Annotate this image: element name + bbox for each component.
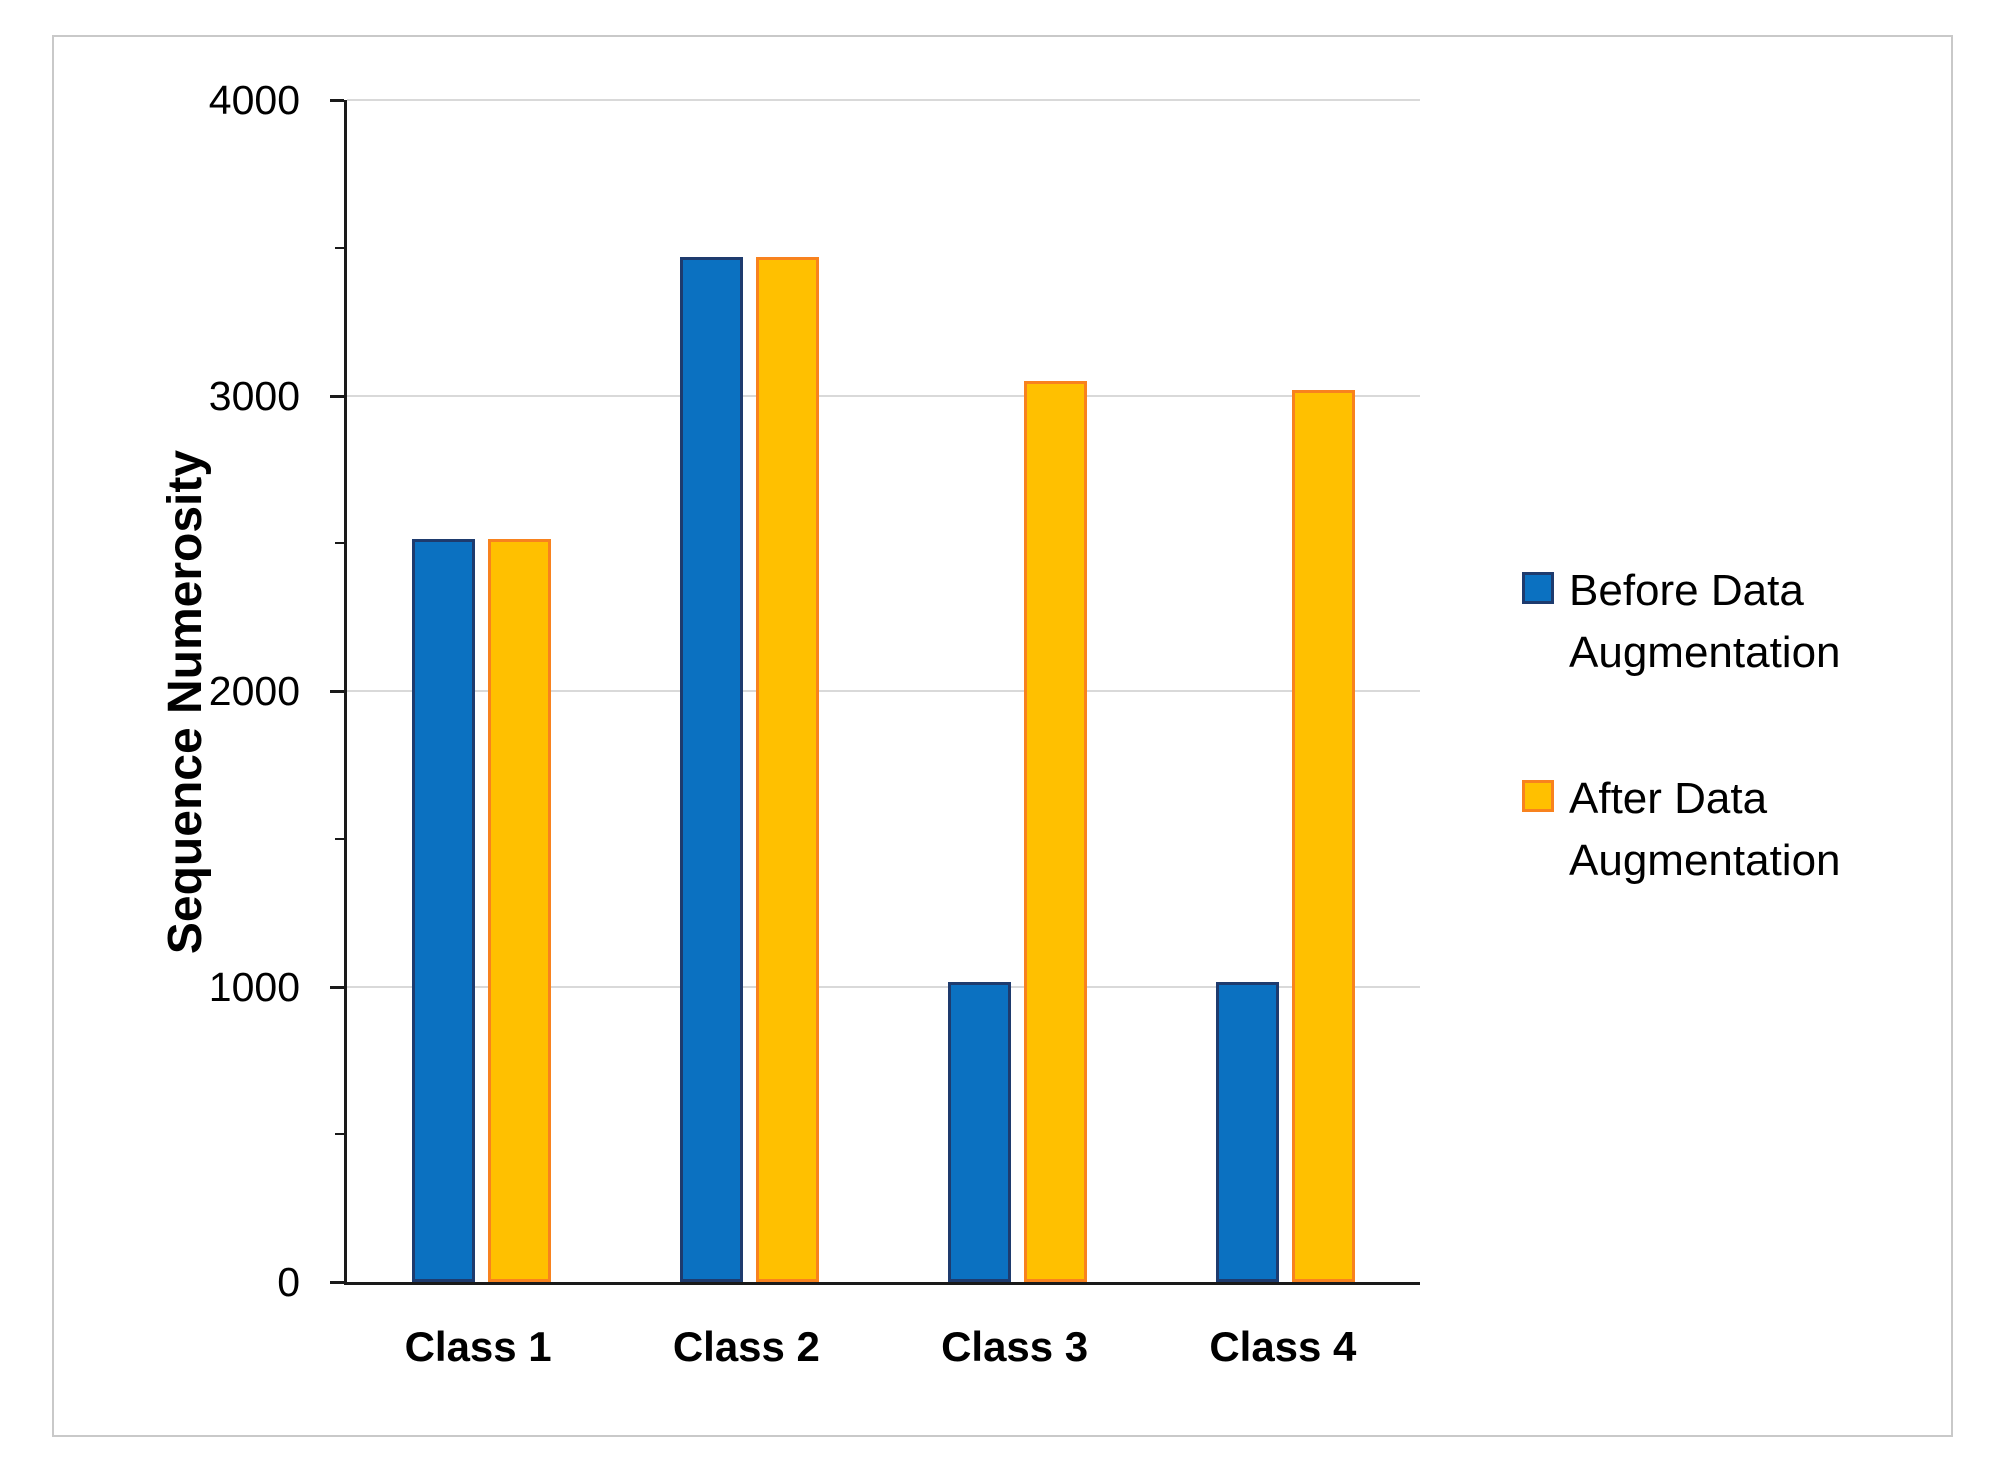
gridline-2000	[347, 690, 1420, 692]
x-axis-label-class-1: Class 1	[404, 1323, 552, 1370]
y-minor-tick-3500	[335, 246, 344, 249]
x-axis-label-class-4: Class 4	[1209, 1323, 1357, 1370]
bar-before-class-2	[679, 257, 743, 1282]
bar-before-class-3	[948, 982, 1012, 1282]
bar-after-class-4	[1292, 390, 1356, 1282]
bar-after-class-2	[755, 257, 819, 1282]
y-minor-tick-2500	[335, 542, 344, 545]
x-axis-label-class-2: Class 2	[672, 1323, 820, 1370]
bar-group-class-1	[347, 100, 615, 1282]
gridline-4000	[347, 99, 1420, 101]
y-major-tick-4000	[330, 99, 344, 102]
bar-group-class-4	[1152, 100, 1420, 1282]
y-minor-tick-500	[335, 1133, 344, 1136]
y-tick-label-1000: 1000	[208, 963, 300, 1010]
bar-after-class-1	[487, 539, 551, 1282]
y-tick-label-0: 0	[277, 1259, 300, 1305]
legend-label-before-data-augmentation: Before Data Augmentation	[1569, 566, 1841, 677]
y-major-tick-1000	[330, 985, 344, 989]
y-major-tick-2000	[330, 690, 344, 693]
bar-group-class-2	[615, 100, 883, 1282]
bar-group-class-3	[884, 100, 1152, 1282]
y-major-tick-0	[330, 1281, 344, 1284]
gridline-3000	[347, 394, 1420, 397]
bar-after-class-3	[1024, 381, 1088, 1282]
y-tick-label-3000: 3000	[208, 372, 300, 419]
y-major-tick-3000	[330, 394, 344, 398]
y-tick-label-2000: 2000	[208, 668, 300, 714]
plot-area	[344, 99, 1420, 1285]
bar-before-class-1	[411, 539, 475, 1282]
gridline-1000	[347, 985, 1420, 988]
y-tick-label-4000: 4000	[208, 77, 300, 123]
legend-item-before-data-augmentation: Before Data Augmentation	[1522, 560, 1899, 684]
legend-label-after-data-augmentation: After Data Augmentation	[1569, 774, 1841, 885]
legend-swatch-after-icon	[1522, 780, 1554, 812]
bar-before-class-4	[1216, 982, 1280, 1282]
y-minor-tick-1500	[335, 837, 344, 840]
legend-item-after-data-augmentation: After Data Augmentation	[1522, 768, 1899, 892]
x-axis-label-class-3: Class 3	[941, 1323, 1089, 1370]
legend-swatch-before-icon	[1522, 572, 1554, 604]
